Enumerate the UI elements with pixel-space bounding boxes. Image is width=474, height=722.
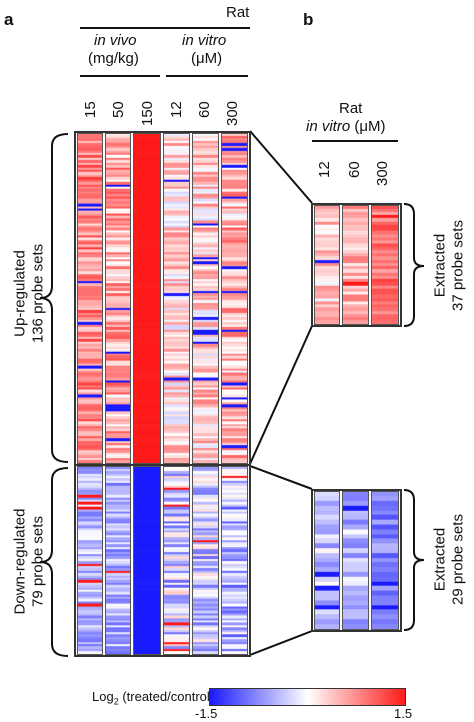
brace-extracted-down: [403, 489, 425, 631]
colorbar-title-sub: 2: [113, 696, 119, 707]
heatmap-a-up-col-6: [221, 133, 248, 464]
up-regulated-label: Up-regulated: [11, 250, 29, 337]
in-vivo-unit-label: (mg/kg): [88, 50, 139, 67]
colorbar-title-log: Log: [92, 689, 114, 704]
panel-b-label: b: [303, 10, 314, 29]
brace-extracted-up: [403, 203, 425, 327]
brace-up-regulated: [39, 133, 69, 463]
colorbar-title-rest: (treated/control): [118, 689, 215, 704]
heatmap-a-down-frame: [74, 464, 251, 657]
heatmap-a-down-col-2: [105, 466, 131, 655]
panel-a-label: a: [4, 10, 14, 29]
heatmap-b-down-col-2: [342, 491, 369, 630]
heatmap-a-down-col-5: [192, 466, 219, 655]
colorbar-min-label: -1.5: [195, 706, 218, 721]
brace-down-regulated: [39, 467, 69, 657]
connector-down-bottom: [249, 630, 313, 656]
species-label-a: Rat: [226, 4, 250, 21]
heatmap-a-down-col-3: [133, 466, 161, 655]
in-vitro-label-a: in vitro: [182, 32, 227, 49]
heatmap-b-up-frame: [311, 203, 402, 327]
heatmap-a-down-col-4: [163, 466, 190, 655]
colorbar-max-label: 1.5: [394, 706, 413, 721]
heatmap-b-down-col-3: [371, 491, 399, 630]
in-vitro-unit-label-b: (μM): [354, 118, 386, 135]
connector-up-top: [249, 130, 313, 204]
heatmap-a-up-col-4: [163, 133, 190, 464]
in-vitro-unit-label-a: (μM): [191, 50, 223, 67]
colorbar-title: Log2 (treated/control): [92, 689, 214, 707]
extracted-up-count: 37 probe sets: [449, 220, 467, 311]
in-vitro-header-b: in vitro (μM): [306, 118, 386, 135]
heatmap-b-up-col-2: [342, 205, 369, 325]
heatmap-b-up-col-3: [371, 205, 399, 325]
down-regulated-label: Down-regulated: [11, 508, 29, 615]
extracted-up-label: Extracted: [431, 233, 449, 298]
extracted-down-count: 29 probe sets: [449, 514, 467, 605]
heatmap-a-down-col-6: [221, 466, 248, 655]
heatmap-a-up-col-5: [192, 133, 219, 464]
heatmap-b-down-frame: [311, 489, 402, 632]
heatmap-a-up-col-3: [133, 133, 161, 464]
heatmap-a-up-col-1: [77, 133, 103, 464]
down-regulated-count: 79 probe sets: [29, 516, 47, 607]
connector-down-top: [249, 465, 313, 490]
colorbar: [209, 688, 406, 706]
species-label-b: Rat: [339, 100, 363, 117]
extracted-down-label: Extracted: [431, 527, 449, 592]
in-vivo-label: in vivo: [94, 32, 137, 49]
heatmap-a-up-col-2: [105, 133, 131, 464]
heatmap-a-down-col-1: [77, 466, 103, 655]
up-regulated-count: 136 probe sets: [29, 243, 47, 344]
connector-up-bottom: [249, 325, 313, 465]
heatmap-b-up-col-1: [314, 205, 340, 325]
in-vitro-label-b: in vitro: [306, 118, 351, 135]
heatmap-b-down-col-1: [314, 491, 340, 630]
